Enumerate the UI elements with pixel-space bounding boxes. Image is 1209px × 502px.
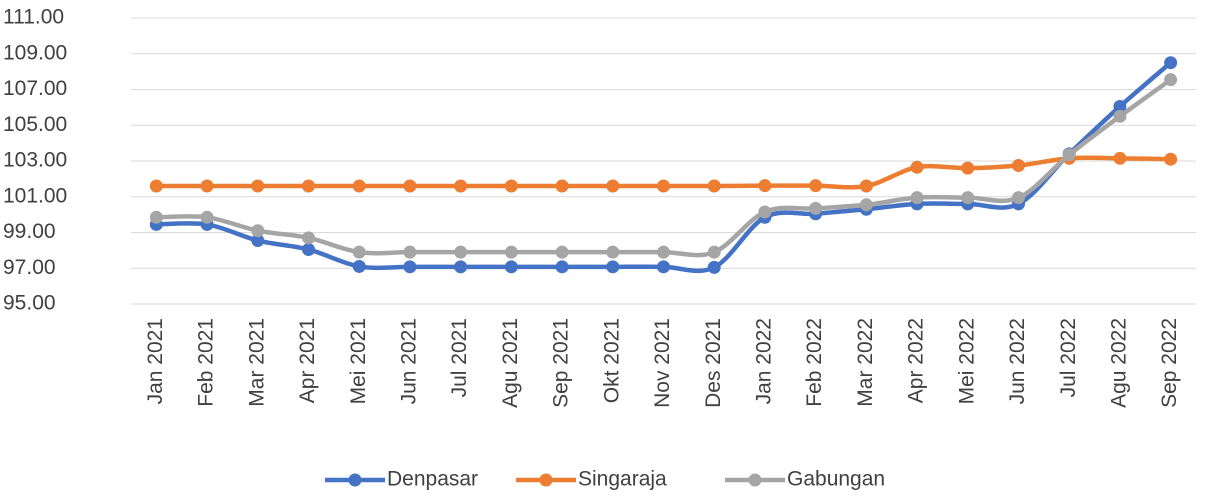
data-point (961, 191, 975, 205)
data-point (606, 260, 620, 274)
data-point (1113, 151, 1127, 165)
x-tick-label: Sep 2022 (1158, 318, 1181, 408)
data-point (758, 205, 772, 219)
data-point (302, 242, 315, 256)
x-tick-label: Jul 2022 (1057, 318, 1080, 397)
data-point (657, 179, 670, 193)
data-point (352, 179, 366, 193)
data-point (707, 260, 721, 274)
x-tick-label: Nov 2021 (651, 318, 674, 408)
data-point (555, 260, 569, 274)
data-point (251, 224, 265, 238)
x-tick-label: Sep 2021 (550, 318, 573, 408)
legend-marker (539, 473, 553, 487)
data-point (859, 198, 873, 212)
x-tick-label: Agu 2022 (1107, 318, 1130, 408)
data-point (910, 191, 924, 205)
data-point (251, 234, 265, 248)
x-tick-label: Jan 2021 (144, 318, 167, 404)
data-point (1062, 148, 1076, 162)
x-tick-label: Jun 2022 (1006, 318, 1029, 404)
data-point (657, 245, 670, 259)
data-point (1164, 152, 1178, 166)
data-point (1012, 191, 1025, 205)
data-point (302, 179, 315, 193)
data-point (504, 179, 518, 193)
y-tick-label: 109.00 (3, 41, 67, 64)
data-point (251, 179, 265, 193)
x-tick-label: Mei 2022 (955, 318, 978, 404)
x-tick-label: Jul 2021 (448, 318, 471, 397)
legend-label: Singaraja (578, 468, 667, 491)
y-tick-label: 103.00 (3, 149, 67, 172)
x-tick-label: Feb 2022 (803, 318, 826, 407)
data-point (961, 161, 975, 175)
data-point (403, 179, 417, 193)
x-tick-label: Feb 2021 (195, 318, 218, 407)
data-point (200, 179, 214, 193)
x-tick-label: Apr 2022 (905, 318, 928, 403)
data-point (352, 259, 366, 273)
legend-marker (348, 473, 362, 487)
data-point (1113, 99, 1127, 113)
data-point (606, 245, 620, 259)
y-tick-label: 111.00 (3, 6, 64, 29)
data-point (454, 179, 468, 193)
data-point (809, 201, 823, 215)
data-point (302, 231, 315, 245)
x-tick-label: Mei 2021 (347, 318, 370, 404)
data-point (758, 179, 772, 193)
data-point (454, 260, 468, 274)
data-point (403, 245, 417, 259)
data-point (707, 245, 721, 259)
x-tick-label: Agu 2021 (499, 318, 522, 408)
legend-marker (748, 473, 762, 487)
y-tick-label: 105.00 (3, 113, 67, 136)
data-point (1164, 56, 1178, 70)
data-point (504, 260, 518, 274)
data-point (454, 245, 468, 259)
data-point (200, 210, 214, 224)
data-point (809, 179, 823, 193)
data-point (149, 179, 163, 193)
y-tick-label: 95.00 (3, 292, 56, 315)
y-tick-label: 97.00 (3, 256, 56, 279)
y-tick-label: 101.00 (3, 184, 67, 207)
x-tick-label: Mar 2022 (854, 318, 877, 407)
x-tick-label: Des 2021 (702, 318, 725, 408)
y-tick-label: 107.00 (3, 77, 67, 100)
x-tick-label: Mar 2021 (245, 318, 268, 407)
data-point (859, 179, 873, 193)
data-point (1113, 109, 1127, 123)
data-point (606, 179, 620, 193)
x-tick-label: Okt 2021 (600, 318, 623, 403)
data-point (1012, 158, 1025, 172)
data-point (910, 160, 924, 174)
data-point (403, 260, 417, 274)
x-tick-label: Jan 2022 (752, 318, 775, 404)
data-point (555, 179, 569, 193)
data-point (555, 245, 569, 259)
y-tick-label: 99.00 (3, 220, 56, 243)
x-tick-label: Jun 2021 (397, 318, 420, 404)
data-point (707, 179, 721, 193)
data-point (1164, 73, 1178, 87)
x-tick-label: Apr 2021 (296, 318, 319, 403)
data-point (657, 260, 670, 274)
data-point (504, 245, 518, 259)
legend-label: Denpasar (387, 468, 478, 491)
legend-label: Gabungan (787, 468, 885, 491)
data-point (149, 210, 163, 224)
data-point (352, 245, 366, 259)
